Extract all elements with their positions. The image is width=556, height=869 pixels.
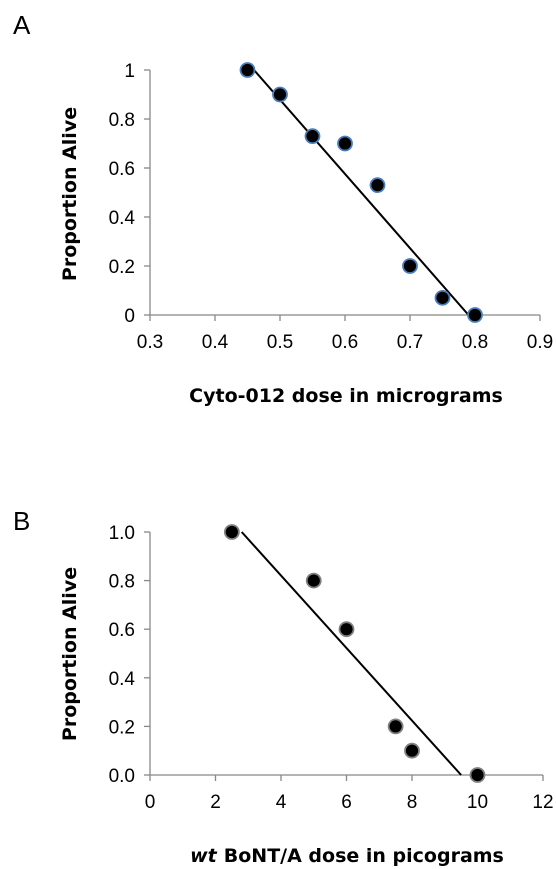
panel-a-y-tick-label: 0.4 (109, 208, 136, 229)
panel-b-x-tick-label: 6 (341, 792, 352, 813)
panel-a-axes (149, 70, 540, 316)
panel-a-x-tick-label: 0.6 (332, 332, 358, 353)
panel-b-y-axis-title: Proportion Alive (59, 567, 81, 741)
panel-b-y-tick-label: 0.8 (109, 572, 135, 593)
panel-a-trendline-group (253, 69, 470, 316)
panel-b-letter: B (13, 506, 30, 536)
panel-b-y-tick-label: 0.6 (109, 620, 135, 641)
panel-a-data-point (402, 258, 418, 274)
panel-a-x-tick-label: 0.4 (202, 332, 229, 353)
panel-a-x-ticks: 0.3 0.4 0.5 0.6 0.7 0.8 0.9 (137, 315, 553, 353)
panel-a-data-point (369, 177, 386, 194)
panel-a-letter: A (13, 10, 31, 40)
panel-b-data-point (387, 718, 404, 735)
panel-a-data-point (337, 135, 353, 152)
panel-a-y-tick-label: 1 (124, 61, 135, 82)
panel-b-data-point (404, 742, 420, 759)
panel-b-y-ticks: 0.0 0.2 0.4 0.6 0.8 1.0 (109, 523, 150, 787)
panel-a-x-tick-label: 0.7 (397, 332, 423, 353)
panel-a-y-tick-label: 0.8 (109, 110, 135, 131)
panel-b: B Proportion Alive wt BoNT/A dose in pico… (13, 506, 554, 867)
panel-b-x-tick-label: 8 (407, 792, 418, 813)
panel-a-y-tick-label: 0.2 (109, 257, 135, 278)
panel-a-x-axis-title: Cyto-012 dose in micrograms (189, 385, 503, 407)
panel-b-y-tick-label: 0.2 (109, 717, 135, 738)
panel-b-y-tick-label: 1.0 (109, 523, 135, 544)
panel-a-x-tick-label: 0.8 (462, 332, 488, 353)
panel-b-axes (149, 532, 543, 776)
panel-a-y-tick-label: 0 (124, 306, 135, 327)
panel-b-data-point (469, 767, 486, 783)
panel-b-x-tick-label: 12 (532, 792, 553, 813)
panel-a-data-point (304, 128, 321, 145)
panel-b-x-ticks: 0 2 4 6 8 10 12 (145, 775, 554, 813)
panel-b-x-tick-label: 4 (276, 792, 287, 813)
panel-a-x-tick-label: 0.3 (137, 332, 163, 353)
panel-b-x-axis-title-prefix: wt (190, 845, 218, 867)
panel-b-data-point (223, 524, 240, 540)
panel-a-data-point (272, 86, 288, 103)
panel-a-points (239, 62, 483, 323)
panel-b-trendline-group (240, 531, 462, 776)
panel-a-y-ticks: 0 0.2 0.4 0.6 0.8 1 (109, 61, 150, 327)
panel-a-x-tick-label: 0.9 (527, 332, 553, 353)
panel-b-x-axis-title: wt BoNT/A dose in picograms (190, 845, 504, 867)
panel-b-x-tick-label: 2 (210, 792, 221, 813)
panel-b-y-tick-label: 0.4 (109, 669, 136, 690)
panel-a: A Proportion Alive Cyto-012 dose in micr… (13, 10, 553, 407)
panel-a-data-point (239, 62, 256, 78)
panel-b-y-tick-label: 0.0 (109, 766, 135, 787)
panel-b-data-point (305, 572, 322, 589)
panel-b-x-tick-label: 10 (467, 792, 488, 813)
panel-a-trendline (253, 69, 470, 316)
panel-a-y-tick-label: 0.6 (109, 159, 135, 180)
panel-b-points (223, 524, 486, 783)
panel-a-y-axis-title: Proportion Alive (59, 107, 81, 281)
panel-a-x-tick-label: 0.5 (267, 332, 293, 353)
panel-a-data-point (434, 289, 451, 306)
panel-a-x-axis-title-text: Cyto-012 dose in micrograms (189, 385, 503, 407)
panel-b-x-axis-title-text: BoNT/A dose in picograms (224, 845, 504, 867)
panel-b-data-point (338, 621, 355, 638)
panel-b-x-tick-label: 0 (145, 792, 156, 813)
panel-b-trendline (240, 531, 462, 776)
panel-a-data-point (467, 307, 483, 323)
